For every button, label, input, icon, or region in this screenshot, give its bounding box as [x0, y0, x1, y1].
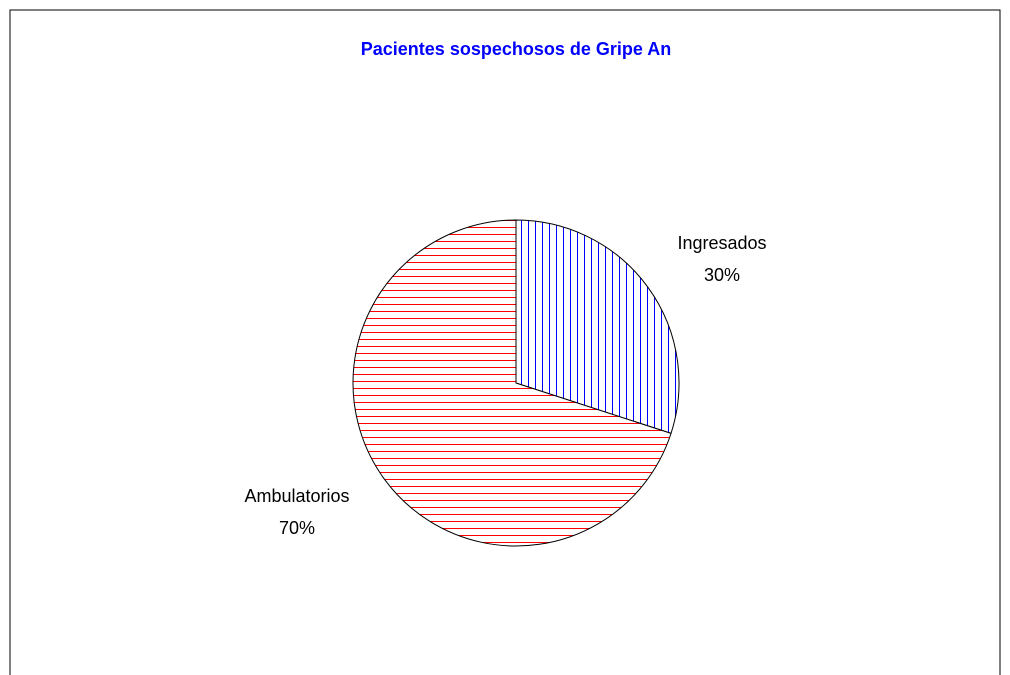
chart-title: Pacientes sospechosos de Gripe An	[361, 39, 671, 59]
frame	[9, 9, 1001, 675]
pie-slice	[515, 219, 680, 435]
pie-slice	[352, 219, 672, 547]
slice-label: Ambulatorios	[244, 486, 349, 506]
slice-label: Ingresados	[677, 233, 766, 253]
slice-value-label: 30%	[704, 265, 740, 285]
slice-value-label: 70%	[279, 518, 315, 538]
